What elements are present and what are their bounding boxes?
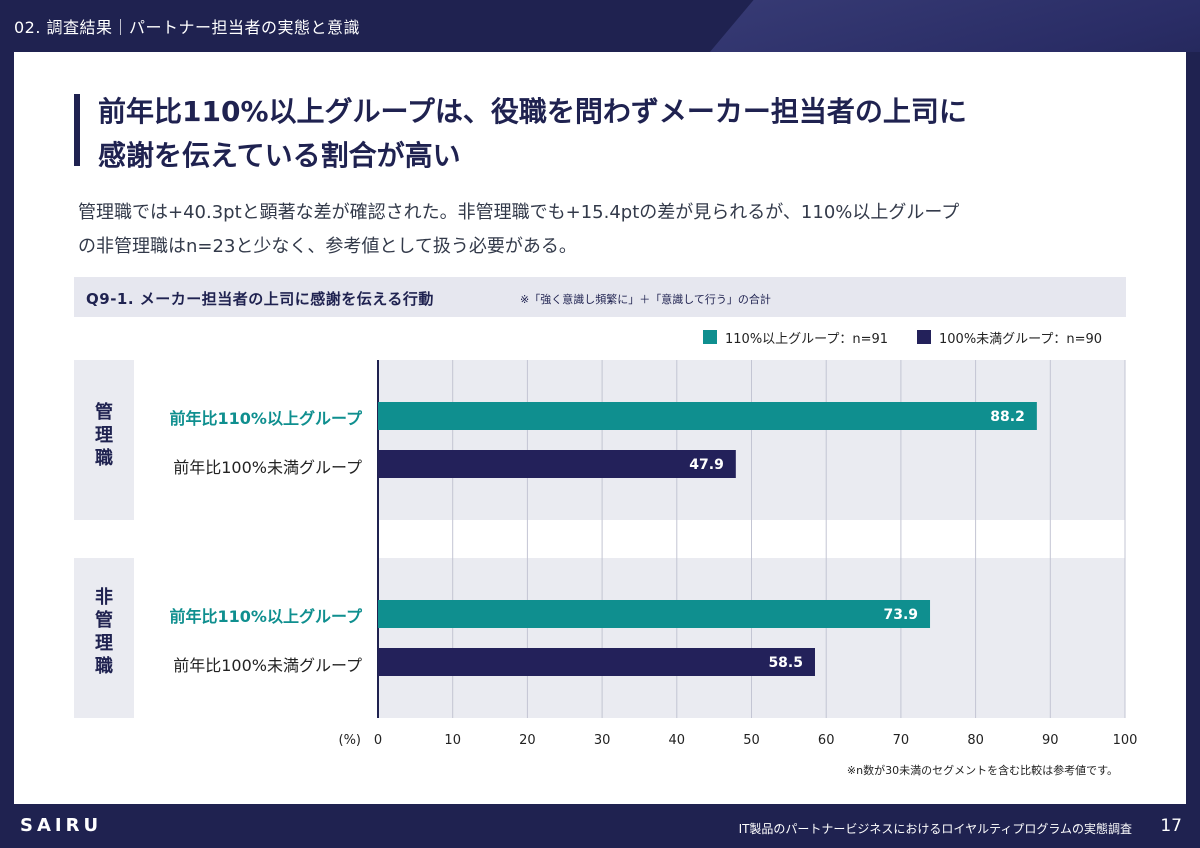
data-label-nonmanager-low: 58.5 [768, 655, 803, 671]
category-box-manager [74, 360, 134, 520]
x-tick-label-0: 0 [374, 733, 382, 748]
page-title: 前年比110%以上グループは、役職を問わずメーカー担当者の上司に 感謝を伝えてい… [98, 90, 1098, 178]
bar-nonmanager-high [378, 600, 931, 628]
top-bar [0, 0, 1200, 52]
bar-label-manager-high: 前年比110%以上グループ [169, 409, 362, 428]
lead-line-2: の非管理職はn=23と少なく、参考値として扱う必要がある。 [78, 236, 577, 257]
title-line-1: 前年比110%以上グループは、役職を問わずメーカー担当者の上司に [98, 95, 967, 128]
brand-logo: SAIRU [20, 815, 103, 836]
bar-label-manager-low: 前年比100%未満グループ [173, 458, 362, 477]
footer-title: IT製品のパートナービジネスにおけるロイヤルティプログラムの実態調査 [738, 822, 1132, 836]
footnote: ※n数が30未満のセグメントを含む比較は参考値です。 [846, 764, 1118, 777]
bar-label-nonmanager-low: 前年比100%未満グループ [173, 656, 362, 675]
bar-manager-low [378, 450, 736, 478]
x-tick-label-40: 40 [669, 733, 686, 748]
lead-text: 管理職では+40.3ptと顕著な差が確認された。非管理職でも+15.4ptの差が… [78, 196, 1138, 264]
legend-item-low: 100%未満グループ：n=90 [917, 328, 1103, 347]
lead-line-1: 管理職では+40.3ptと顕著な差が確認された。非管理職でも+15.4ptの差が… [78, 202, 960, 223]
section-label: 02. 調査結果｜パートナー担当者の実態と意識 [14, 18, 361, 37]
x-tick-label-60: 60 [818, 733, 835, 748]
bar-nonmanager-low [378, 648, 815, 676]
x-tick-label-20: 20 [519, 733, 536, 748]
x-tick-label-80: 80 [967, 733, 984, 748]
x-tick-label-100: 100 [1113, 733, 1138, 748]
category-label-nonmanager: 非管理職 [95, 587, 113, 677]
title-accent-bar [74, 94, 80, 166]
x-tick-label-90: 90 [1042, 733, 1059, 748]
data-label-manager-high: 88.2 [990, 409, 1025, 425]
x-tick-label-10: 10 [444, 733, 461, 748]
question-bar [74, 277, 1126, 317]
legend-label-low: 100%未満グループ：n=90 [939, 331, 1103, 347]
legend-swatch-navy [917, 330, 931, 344]
x-axis-unit-label: (%) [339, 733, 362, 748]
page-number: 17 [1160, 816, 1182, 836]
x-tick-label-70: 70 [893, 733, 910, 748]
data-label-manager-low: 47.9 [689, 457, 724, 473]
question-note: ※「強く意識し頻繁に」＋「意識して行う」の合計 [520, 293, 771, 306]
bar-label-nonmanager-high: 前年比110%以上グループ [169, 607, 362, 626]
category-label-manager: 管理職 [95, 402, 113, 469]
footer-bar [0, 804, 1200, 848]
bar-manager-high [378, 402, 1037, 430]
x-tick-label-50: 50 [743, 733, 760, 748]
x-tick-label-30: 30 [594, 733, 611, 748]
legend-label-high: 110%以上グループ：n=91 [725, 331, 889, 347]
question-title: Q9-1. メーカー担当者の上司に感謝を伝える行動 [86, 290, 434, 308]
category-box-nonmanager [74, 558, 134, 718]
data-label-nonmanager-high: 73.9 [883, 607, 918, 623]
legend-swatch-teal [703, 330, 717, 344]
title-line-2: 感謝を伝えている割合が高い [98, 139, 461, 172]
legend-item-high: 110%以上グループ：n=91 [703, 328, 889, 347]
